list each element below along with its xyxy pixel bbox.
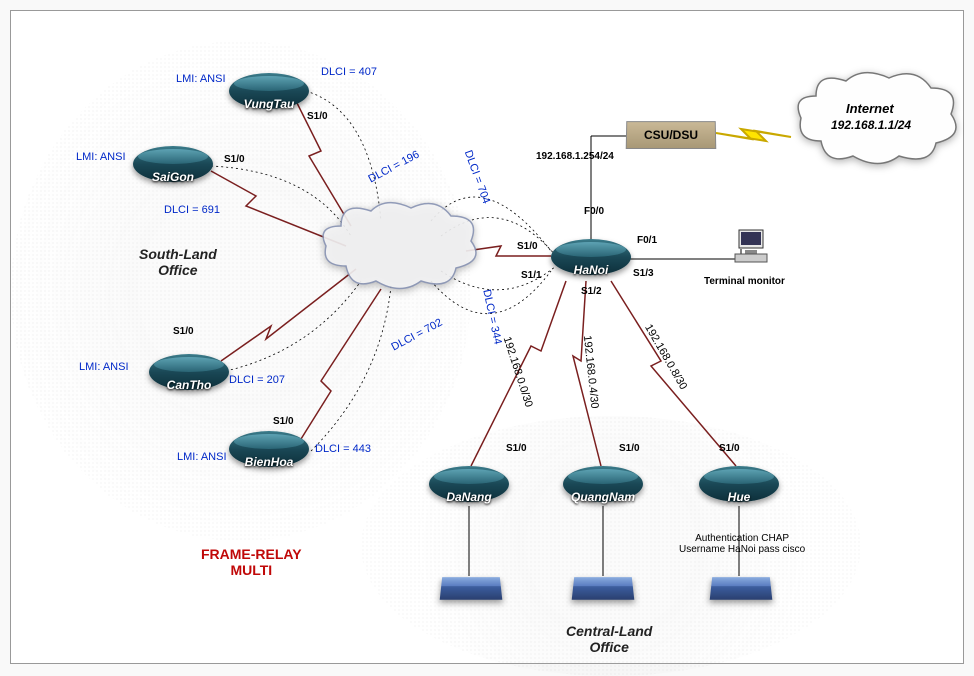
router-vungtau: VungTau: [229, 73, 309, 109]
quangnam-label: QuangNam: [563, 490, 643, 504]
router-hue: Hue: [699, 466, 779, 502]
switch-2: [573, 576, 633, 600]
hanoi-f00: F0/0: [584, 206, 604, 217]
vungtau-intf: S1/0: [307, 111, 328, 122]
hanoi-s10: S1/0: [517, 241, 538, 252]
csu-subnet: 192.168.1.254/24: [536, 151, 614, 162]
hanoi-f01: F0/1: [637, 235, 657, 246]
bienhoa-dlci: DLCI = 443: [315, 443, 371, 455]
terminal-label: Terminal monitor: [704, 276, 785, 287]
diagram-canvas: Internet 192.168.1.1/24 CSU/DSU 192.168.…: [10, 10, 964, 664]
bienhoa-intf: S1/0: [273, 416, 294, 427]
saigon-intf: S1/0: [224, 154, 245, 165]
frame-relay-cloud: [316, 196, 481, 306]
vungtau-label: VungTau: [229, 97, 309, 111]
hue-label: Hue: [699, 490, 779, 504]
switch-3: [711, 576, 771, 600]
router-saigon: SaiGon: [133, 146, 213, 182]
router-bienhoa: BienHoa: [229, 431, 309, 467]
subnet-hue: 192.168.0.8/30: [642, 322, 689, 392]
internet-label: Internet: [846, 101, 894, 116]
terminal-monitor-icon: [731, 226, 771, 266]
saigon-dlci: DLCI = 691: [164, 204, 220, 216]
vungtau-lmi: LMI: ANSI: [176, 73, 226, 85]
danang-label: DaNang: [429, 490, 509, 504]
central-title: Central-Land Office: [566, 623, 652, 655]
switch-1: [441, 576, 501, 600]
vungtau-dlci: DLCI = 407: [321, 66, 377, 78]
saigon-label: SaiGon: [133, 170, 213, 184]
router-cantho: CanTho: [149, 354, 229, 390]
quangnam-intf: S1/0: [619, 443, 640, 454]
router-quangnam: QuangNam: [563, 466, 643, 502]
hanoi-s12: S1/2: [581, 286, 602, 297]
south-title: South-Land Office: [139, 246, 217, 278]
cantho-dlci: DLCI = 207: [229, 374, 285, 386]
internet-cloud: Internet 192.168.1.1/24: [791, 66, 961, 181]
router-hanoi: HaNoi: [551, 239, 631, 275]
cantho-intf: S1/0: [173, 326, 194, 337]
subnet-quangnam: 192.168.0.4/30: [581, 335, 601, 409]
dlci-344: DLCI = 344: [480, 288, 503, 345]
internet-subnet: 192.168.1.1/24: [831, 118, 911, 132]
csu-dsu: CSU/DSU: [626, 121, 717, 149]
cantho-lmi: LMI: ANSI: [79, 361, 129, 373]
bienhoa-label: BienHoa: [229, 455, 309, 469]
saigon-lmi: LMI: ANSI: [76, 151, 126, 163]
hanoi-label: HaNoi: [551, 263, 631, 277]
cantho-label: CanTho: [149, 378, 229, 392]
bienhoa-lmi: LMI: ANSI: [177, 451, 227, 463]
router-danang: DaNang: [429, 466, 509, 502]
subnet-danang: 192.168.0.0/30: [501, 335, 535, 409]
danang-intf: S1/0: [506, 443, 527, 454]
auth-text: Authentication CHAP Username HaNoi pass …: [679, 533, 805, 555]
frame-relay-label: FRAME-RELAY MULTI: [201, 546, 302, 578]
hanoi-s13: S1/3: [633, 268, 654, 279]
hanoi-s11: S1/1: [521, 270, 542, 281]
hue-intf: S1/0: [719, 443, 740, 454]
